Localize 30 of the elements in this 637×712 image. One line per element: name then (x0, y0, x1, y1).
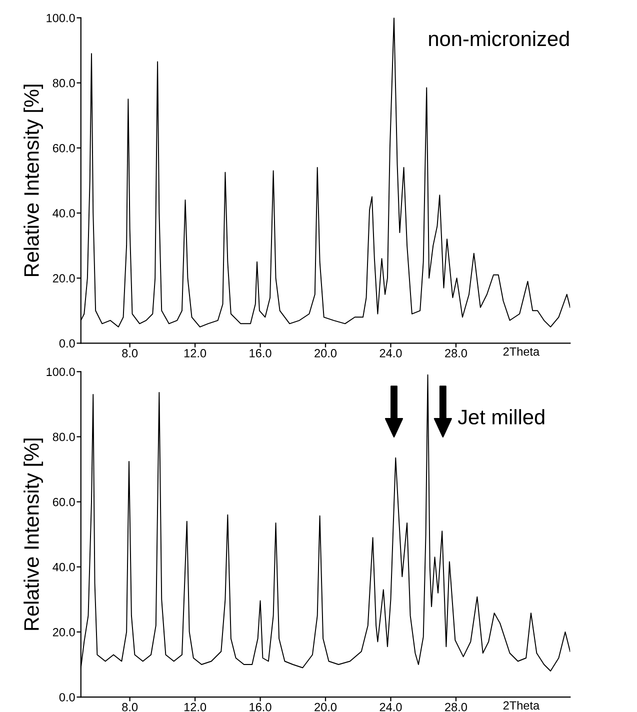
y-tick-label: 80.0 (52, 78, 75, 88)
x-tick-label: 12.0 (184, 349, 206, 358)
y-tick-label: 80.0 (52, 432, 75, 442)
y-tick-label: 40.0 (52, 209, 75, 218)
x-tick-label: 16.0 (250, 349, 272, 358)
x-axis-title: 2Theta (503, 347, 540, 356)
y-tick-label: 60.0 (52, 498, 75, 506)
annotation: non-micronized (429, 30, 569, 46)
x-tick-label: 8.0 (122, 349, 138, 358)
x-tick-label: 24.0 (380, 702, 402, 712)
y-tick-label: 20.0 (52, 274, 75, 282)
x-tick-label: 8.0 (122, 702, 138, 712)
x-tick-label: 24.0 (380, 349, 402, 358)
y-axis-title: Relative Intensity [%] (24, 438, 44, 630)
y-tick-label: 60.0 (52, 144, 75, 152)
y-axis-title: Relative Intensity [%] (24, 84, 44, 276)
y-tick-label: 40.0 (52, 562, 75, 572)
x-tick-label: 20.0 (314, 702, 337, 712)
x-tick-label: 28.0 (445, 702, 467, 712)
annotation: Jet milled (458, 409, 544, 424)
x-axis-title: 2Theta (503, 700, 540, 710)
y-tick-label: 20.0 (52, 628, 75, 636)
y-tick-label: 0.0 (59, 339, 75, 348)
y-tick-label: 100.0 (46, 14, 75, 22)
x-tick-label: 28.0 (445, 349, 467, 358)
x-tick-label: 12.0 (184, 702, 206, 712)
x-tick-label: 16.0 (250, 702, 272, 712)
y-tick-label: 0.0 (59, 693, 75, 702)
x-tick-label: 20.0 (314, 349, 337, 358)
y-tick-label: 100.0 (46, 368, 75, 376)
